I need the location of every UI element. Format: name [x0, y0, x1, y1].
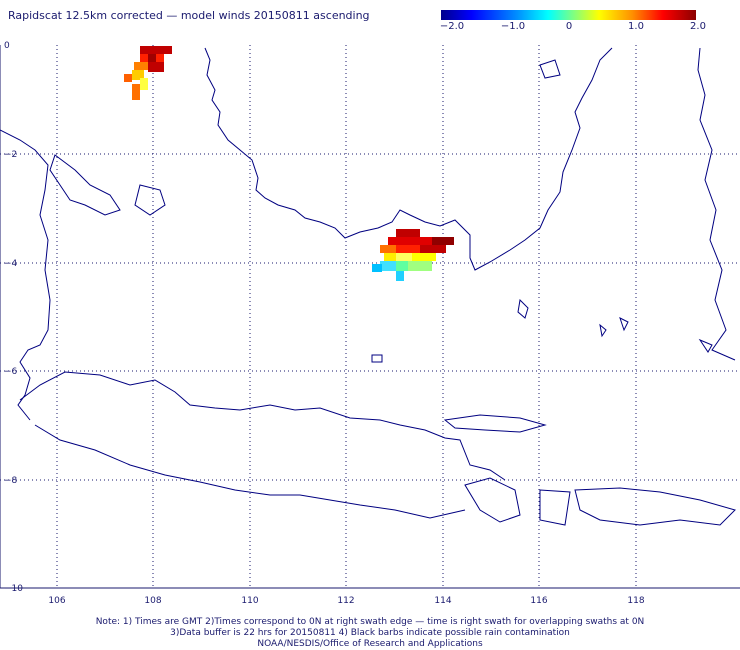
- wind-cell: [412, 253, 436, 261]
- colorbar-tick: −2.0: [439, 21, 465, 32]
- wind-cell: [388, 237, 432, 245]
- wind-cell: [134, 62, 148, 70]
- lat-tick-label: 0: [4, 41, 10, 51]
- belitung-island: [134, 184, 166, 216]
- wind-cell: [420, 245, 446, 253]
- java-north-coast: [19, 371, 506, 481]
- wind-cell: [396, 271, 404, 281]
- note-line: 3)Data buffer is 22 hrs for 20150811 4) …: [170, 628, 570, 638]
- small-island: [517, 298, 529, 319]
- small-island: [619, 317, 629, 332]
- lon-tick-label: 112: [337, 596, 354, 606]
- colorbar-tick: 1.0: [628, 21, 644, 32]
- lon-tick-label: 116: [530, 596, 547, 606]
- graticule: [0, 45, 740, 588]
- wind-cell: [396, 261, 408, 271]
- lon-tick-label: 110: [241, 596, 258, 606]
- small-island: [698, 338, 713, 353]
- wind-cell: [148, 54, 156, 62]
- note-line: Note: 1) Times are GMT 2)Times correspon…: [95, 617, 645, 627]
- wind-cell: [140, 46, 172, 54]
- lat-tick-label: −8: [4, 476, 18, 486]
- coastlines: [0, 47, 736, 526]
- lon-tick-label: 108: [144, 596, 161, 606]
- wind-cell: [380, 245, 396, 253]
- wind-cell: [132, 70, 144, 80]
- colorbar-tick: −1.0: [500, 21, 526, 32]
- lat-tick-label: −4: [4, 259, 18, 269]
- lon-tick-label: 114: [434, 596, 451, 606]
- bangka-island: [49, 154, 121, 216]
- sulawesi-coast: [697, 47, 736, 361]
- colorbar-tick: 0: [565, 21, 573, 32]
- wind-cell: [148, 62, 164, 72]
- java-south-coast: [34, 424, 466, 519]
- lesser-sunda-islands: [539, 487, 736, 526]
- bali-island: [464, 477, 521, 523]
- credit-line: NOAA/NESDIS/Office of Research and Appli…: [257, 639, 483, 649]
- wind-cell: [372, 264, 382, 272]
- wind-cell: [408, 261, 432, 271]
- wind-cell: [396, 253, 412, 261]
- lat-tick-label: −6: [4, 367, 18, 377]
- map-title: Rapidscat 12.5km corrected — model winds…: [8, 9, 370, 22]
- wind-cell: [132, 84, 140, 100]
- lat-tick-label: −2: [4, 150, 17, 160]
- lon-tick-label: 118: [627, 596, 644, 606]
- colorbar-tick: 2.0: [690, 21, 706, 32]
- borneo-coast: [204, 47, 613, 271]
- lat-tick-label: −10: [4, 584, 23, 594]
- small-island: [539, 59, 561, 79]
- wind-cell: [396, 245, 420, 253]
- wind-cell: [432, 237, 454, 245]
- wind-cell: [384, 253, 396, 261]
- colorbar: [441, 10, 696, 20]
- wind-cell: [140, 78, 148, 90]
- wind-cell: [124, 74, 132, 82]
- wind-difference-cells: [124, 46, 454, 281]
- madura-island: [443, 414, 547, 433]
- sumatra-coast: [0, 129, 51, 421]
- small-island: [371, 354, 383, 363]
- wind-cell: [396, 229, 420, 237]
- lon-tick-label: 106: [48, 596, 65, 606]
- small-island: [599, 323, 607, 338]
- wind-cell: [380, 261, 396, 271]
